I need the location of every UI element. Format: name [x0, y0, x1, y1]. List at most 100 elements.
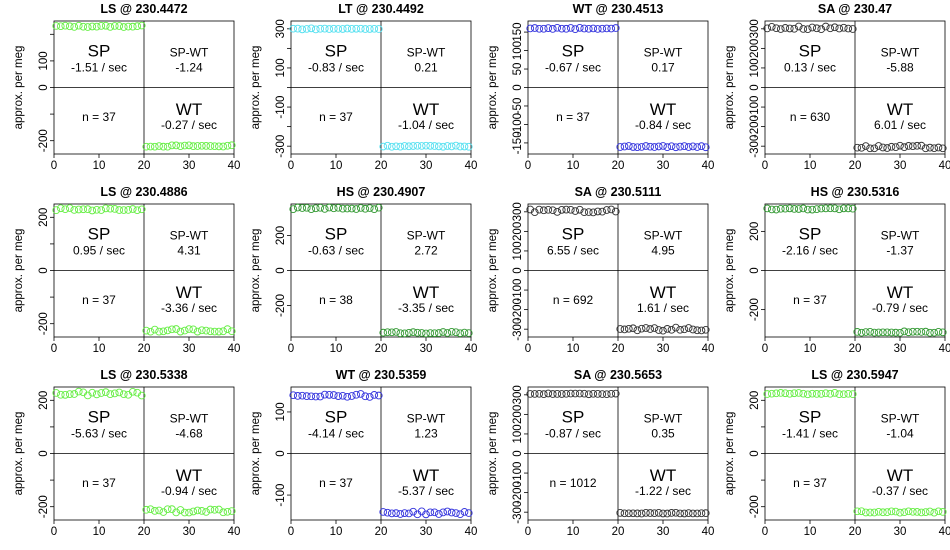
data-point-wt: [439, 142, 447, 151]
data-point-sp: [316, 203, 325, 212]
wt-label: WT: [176, 283, 202, 302]
data-point-sp: [598, 24, 607, 33]
chart-svg: LT @ 230.4492 0 10 20 30 40 -300 -100 100 300 appr…: [250, 2, 477, 172]
data-point-wt: [180, 141, 189, 150]
data-point-wt: [684, 324, 693, 332]
x-tick-label: 0: [288, 526, 294, 538]
data-point-wt: [189, 142, 198, 151]
spwt-label: SP-WT: [170, 411, 209, 425]
data-point-wt: [434, 510, 443, 518]
data-point-sp: [598, 207, 607, 216]
sp-label: SP: [88, 407, 111, 426]
data-point-sp: [74, 21, 83, 30]
y-tick-label: 200: [749, 222, 761, 241]
wt-rate: -0.94 / sec: [161, 484, 217, 498]
data-point-sp: [307, 24, 316, 33]
data-point-wt: [913, 141, 921, 150]
data-point-wt: [633, 509, 642, 518]
y-axis-label: approx. per meg: [724, 412, 736, 496]
spwt-label: SP-WT: [644, 411, 683, 425]
data-point-wt: [676, 509, 684, 518]
data-point-sp: [293, 392, 302, 400]
data-point-wt: [396, 510, 405, 518]
x-tick-label: 20: [375, 160, 388, 172]
data-point-sp: [535, 24, 544, 33]
x-tick-label: 30: [657, 160, 670, 172]
data-point-sp: [781, 389, 790, 398]
chart-panel: LS @ 230.5338 0 10 20 30 40 -200 0 200 approx. pe…: [0, 366, 240, 549]
data-point-wt: [405, 509, 413, 518]
data-point-sp: [101, 21, 110, 30]
y-tick-label: 0: [749, 84, 761, 90]
chart-svg: WT @ 230.5359 0 10 20 30 40 -100 0 100 approx. pe…: [250, 368, 477, 538]
data-point-wt: [172, 325, 181, 333]
data-point-sp: [539, 390, 548, 399]
chart-title: LS @ 230.4886: [100, 185, 187, 199]
data-point-wt: [150, 325, 159, 334]
data-point-sp: [593, 25, 602, 33]
x-tick-label: 0: [762, 343, 768, 355]
data-point-sp: [821, 389, 830, 398]
data-point-wt: [176, 506, 185, 514]
data-point-sp: [530, 208, 539, 217]
y-tick-label: 0: [749, 267, 761, 273]
data-point-wt: [430, 142, 439, 150]
data-point-sp: [56, 22, 65, 31]
data-point-wt: [185, 325, 193, 333]
data-point-sp: [106, 390, 115, 398]
data-point-wt: [908, 507, 917, 516]
data-point-wt: [392, 142, 400, 151]
data-point-wt: [422, 141, 430, 150]
chart-panel: LS @ 230.4886 0 10 20 30 40 -200 0 200 approx. pe…: [0, 183, 240, 366]
data-point-sp: [79, 205, 88, 214]
chart-svg: SA @ 230.5111 0 10 20 30 40 -300-200-100 0 10020…: [487, 185, 714, 355]
data-point-sp: [790, 24, 799, 33]
data-point-wt: [701, 143, 710, 152]
data-point-wt: [227, 141, 236, 150]
y-tick-label: -300: [512, 501, 524, 524]
data-point-wt: [146, 327, 155, 336]
data-point-wt: [159, 142, 168, 151]
spwt-value: 4.95: [651, 243, 675, 257]
data-point-wt: [227, 327, 236, 336]
data-point-wt: [439, 508, 447, 517]
data-point-sp: [553, 390, 562, 398]
data-point-sp: [97, 389, 106, 397]
data-point-wt: [620, 509, 629, 518]
data-point-wt: [624, 509, 633, 518]
data-point-sp: [56, 204, 65, 213]
x-tick-label: 40: [465, 343, 478, 355]
n-count: n = 630: [790, 110, 831, 124]
data-point-wt: [387, 142, 396, 151]
data-point-sp: [311, 392, 320, 401]
data-point-wt: [430, 508, 439, 517]
data-point-wt: [883, 508, 892, 516]
data-point-sp: [307, 205, 316, 214]
data-point-sp: [79, 22, 88, 31]
data-point-wt: [146, 505, 155, 514]
y-tick-label: -200: [38, 129, 50, 152]
wt-rate: -0.37 / sec: [872, 484, 928, 498]
data-point-sp: [530, 390, 539, 398]
data-point-wt: [697, 326, 706, 335]
x-tick-label: 40: [228, 160, 241, 172]
data-point-wt: [900, 327, 909, 336]
chart-panel: SA @ 230.47 0 10 20 30 40 -300 -200 -100 0 100 200 3…: [711, 0, 950, 183]
n-count: n = 692: [553, 293, 594, 307]
data-point-sp: [611, 207, 620, 216]
data-point-wt: [913, 327, 921, 336]
sp-rate: -0.67 / sec: [545, 60, 601, 74]
data-point-sp: [844, 24, 853, 33]
data-point-sp: [763, 24, 772, 33]
data-point-sp: [785, 24, 794, 33]
data-point-wt: [879, 143, 887, 152]
data-point-wt: [379, 328, 388, 337]
data-point-sp: [580, 208, 589, 217]
chart-title: LS @ 230.5338: [100, 368, 187, 382]
data-point-wt: [202, 142, 210, 150]
data-point-sp: [325, 203, 334, 212]
data-point-sp: [548, 206, 557, 215]
data-point-sp: [812, 390, 821, 398]
chart-panel: LS @ 230.5947 0 10 20 30 40 -200 0 200 approx. pe…: [711, 366, 950, 549]
data-point-wt: [874, 507, 883, 516]
